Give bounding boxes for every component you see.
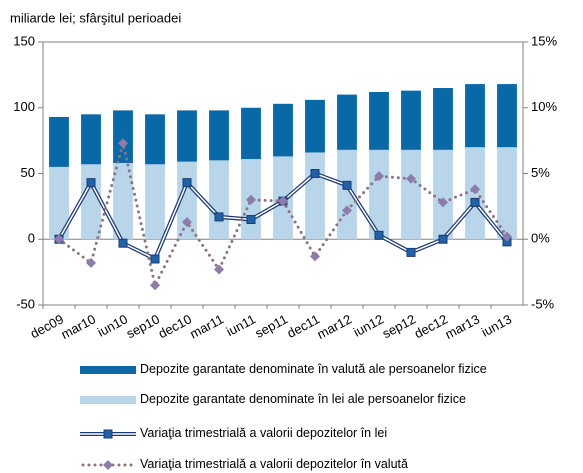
legend-label: Depozite garantate denominate în valută … [140,362,487,376]
y2-tick-label: 10% [531,99,557,114]
bar [497,147,517,240]
bar [433,88,453,150]
marker [182,178,192,188]
marker [406,247,416,257]
x-tick-label: mar10 [58,311,98,342]
x-tick-label: dec09 [28,311,66,341]
bar [337,94,357,150]
marker [54,234,64,245]
x-tick-label: sep12 [380,311,418,341]
marker [86,257,96,268]
marker [470,184,480,195]
marker [214,264,224,275]
marker [310,169,320,178]
marker [310,251,320,262]
bar [369,91,389,150]
bar [145,164,165,240]
chart: miliarde lei; sfârşitul perioadei -50 0 50… [10,10,557,342]
bar [177,161,197,240]
marker [246,215,256,225]
bar [241,107,261,160]
legend-label: Depozite garantate denominate în lei ale… [140,392,466,406]
x-tick-label: mar13 [442,311,482,342]
marker [406,173,416,184]
legend-symbol [81,460,135,470]
legend-swatch [80,366,136,374]
x-tick-label: mar12 [314,311,354,342]
marker [342,205,352,216]
marker [246,194,256,205]
marker [374,230,384,240]
x-tick-label: dec11 [285,311,322,340]
bar [81,114,101,165]
bar [433,149,453,240]
marker [502,231,512,242]
y-tick-label: 50 [21,165,35,180]
y-tick-label: -50 [16,296,35,311]
marker [118,138,128,149]
y2-tick-label: 0% [531,231,550,246]
legend-symbol [80,396,136,404]
bar [209,160,229,240]
legend-label: Variaţia trimestrială a valorii depozite… [140,457,408,471]
bar [305,99,325,153]
x-tick-label: dec12 [412,311,450,341]
y-tick-label: 100 [13,99,35,114]
bar [209,110,229,161]
legend-marker [103,460,113,470]
bar [401,149,421,240]
bar [337,149,357,240]
x-tick-label: mar11 [187,311,226,341]
chart-title: miliarde lei; sfârşitul perioadei [10,10,181,25]
bar [49,116,69,167]
x-tick-label: iun13 [479,311,514,339]
bar [401,90,421,150]
x-tick-label: iun12 [351,311,386,339]
bar [305,152,325,240]
x-tick-label: sep10 [124,311,162,341]
y2-tick-label: 5% [531,165,550,180]
legend-symbol [80,429,136,439]
marker [438,234,448,244]
legend-label: Variaţia trimestrială a valorii depozite… [140,426,388,440]
bar [497,84,517,148]
y2-tick-label: -5% [531,296,555,311]
marker [470,197,480,207]
bar [369,149,389,240]
bar [177,110,197,162]
x-tick-label: dec10 [156,311,194,341]
bar [81,164,101,240]
bar [273,103,293,157]
marker [374,171,384,182]
x-tick-label: iun11 [224,311,258,339]
marker [342,180,352,190]
marker [214,212,224,222]
y2-tick-label: 15% [531,33,557,48]
y-tick-label: 150 [13,33,35,48]
legend-swatch [80,396,136,404]
marker [438,197,448,208]
legend-symbol [80,366,136,374]
bar [113,162,133,240]
marker [182,217,192,228]
y-tick-label: 0 [28,231,35,246]
marker [150,280,160,291]
marker [118,238,128,248]
marker [150,254,160,264]
legend-marker [103,429,113,439]
bar [113,110,133,163]
bar [465,84,485,148]
bar [145,114,165,165]
marker [86,178,96,188]
bar [49,166,69,240]
x-tick-label: sep11 [253,311,290,340]
marker [278,196,288,207]
x-tick-label: iun10 [95,311,130,339]
